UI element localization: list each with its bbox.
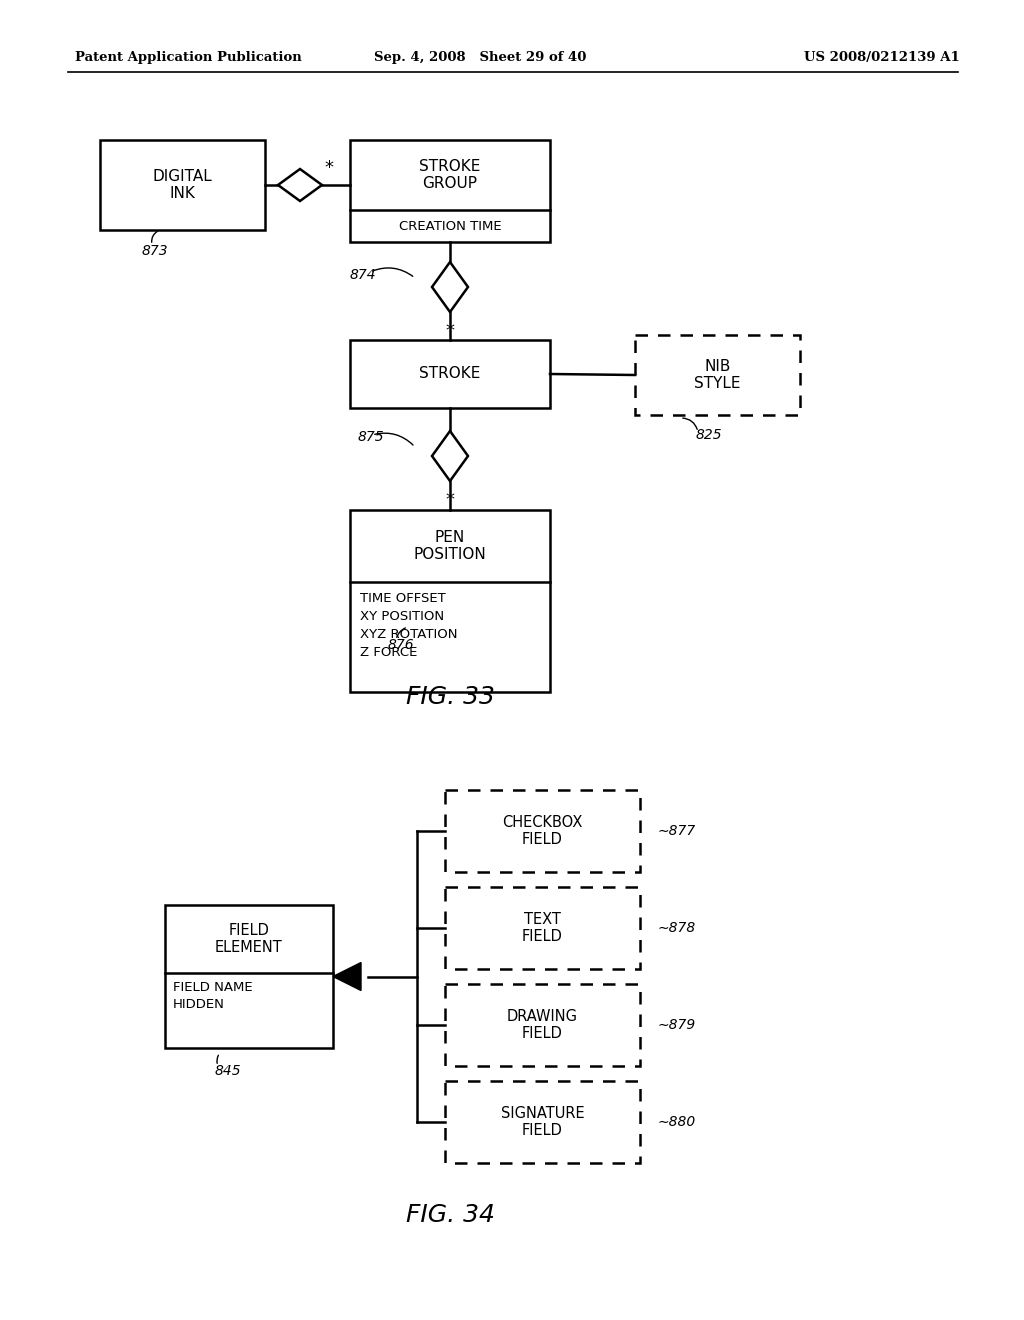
Text: *: * xyxy=(324,158,333,177)
Text: 874: 874 xyxy=(350,268,377,282)
Text: 845: 845 xyxy=(215,1064,242,1078)
Text: 875: 875 xyxy=(358,430,385,444)
Bar xyxy=(100,140,265,230)
Text: DRAWING
FIELD: DRAWING FIELD xyxy=(507,1008,578,1041)
Text: NIB
STYLE: NIB STYLE xyxy=(694,359,740,391)
Bar xyxy=(445,789,640,873)
Bar xyxy=(350,510,550,692)
Text: ∼880: ∼880 xyxy=(658,1115,696,1129)
Text: FIG. 33: FIG. 33 xyxy=(406,685,495,709)
Text: FIG. 34: FIG. 34 xyxy=(406,1203,495,1228)
Text: ∼879: ∼879 xyxy=(658,1018,696,1032)
Text: FIELD
ELEMENT: FIELD ELEMENT xyxy=(215,923,283,956)
Text: STROKE: STROKE xyxy=(419,367,480,381)
Bar xyxy=(445,887,640,969)
Text: US 2008/0212139 A1: US 2008/0212139 A1 xyxy=(804,51,961,65)
Bar xyxy=(635,335,800,414)
Text: *: * xyxy=(445,322,455,341)
Bar xyxy=(165,906,333,1048)
Text: CHECKBOX
FIELD: CHECKBOX FIELD xyxy=(503,814,583,847)
Bar xyxy=(350,341,550,408)
Text: STROKE
GROUP: STROKE GROUP xyxy=(419,158,480,191)
Text: ∼878: ∼878 xyxy=(658,921,696,935)
Text: Sep. 4, 2008   Sheet 29 of 40: Sep. 4, 2008 Sheet 29 of 40 xyxy=(374,51,586,65)
Bar xyxy=(445,983,640,1067)
Text: 825: 825 xyxy=(696,428,723,442)
Text: FIELD NAME
HIDDEN: FIELD NAME HIDDEN xyxy=(173,981,253,1011)
Bar xyxy=(350,140,550,242)
Text: CREATION TIME: CREATION TIME xyxy=(398,219,502,232)
Text: TEXT
FIELD: TEXT FIELD xyxy=(522,912,563,944)
Text: 873: 873 xyxy=(142,244,169,257)
Text: TIME OFFSET
XY POSITION
XYZ ROTATION
Z FORCE: TIME OFFSET XY POSITION XYZ ROTATION Z F… xyxy=(360,591,458,659)
Text: *: * xyxy=(445,491,455,510)
Text: PEN
POSITION: PEN POSITION xyxy=(414,529,486,562)
Text: DIGITAL
INK: DIGITAL INK xyxy=(153,169,212,201)
Text: ∼877: ∼877 xyxy=(658,824,696,838)
Bar xyxy=(445,1081,640,1163)
Text: SIGNATURE
FIELD: SIGNATURE FIELD xyxy=(501,1106,585,1138)
Text: 876: 876 xyxy=(388,638,415,652)
Polygon shape xyxy=(333,962,361,990)
Text: Patent Application Publication: Patent Application Publication xyxy=(75,51,302,65)
